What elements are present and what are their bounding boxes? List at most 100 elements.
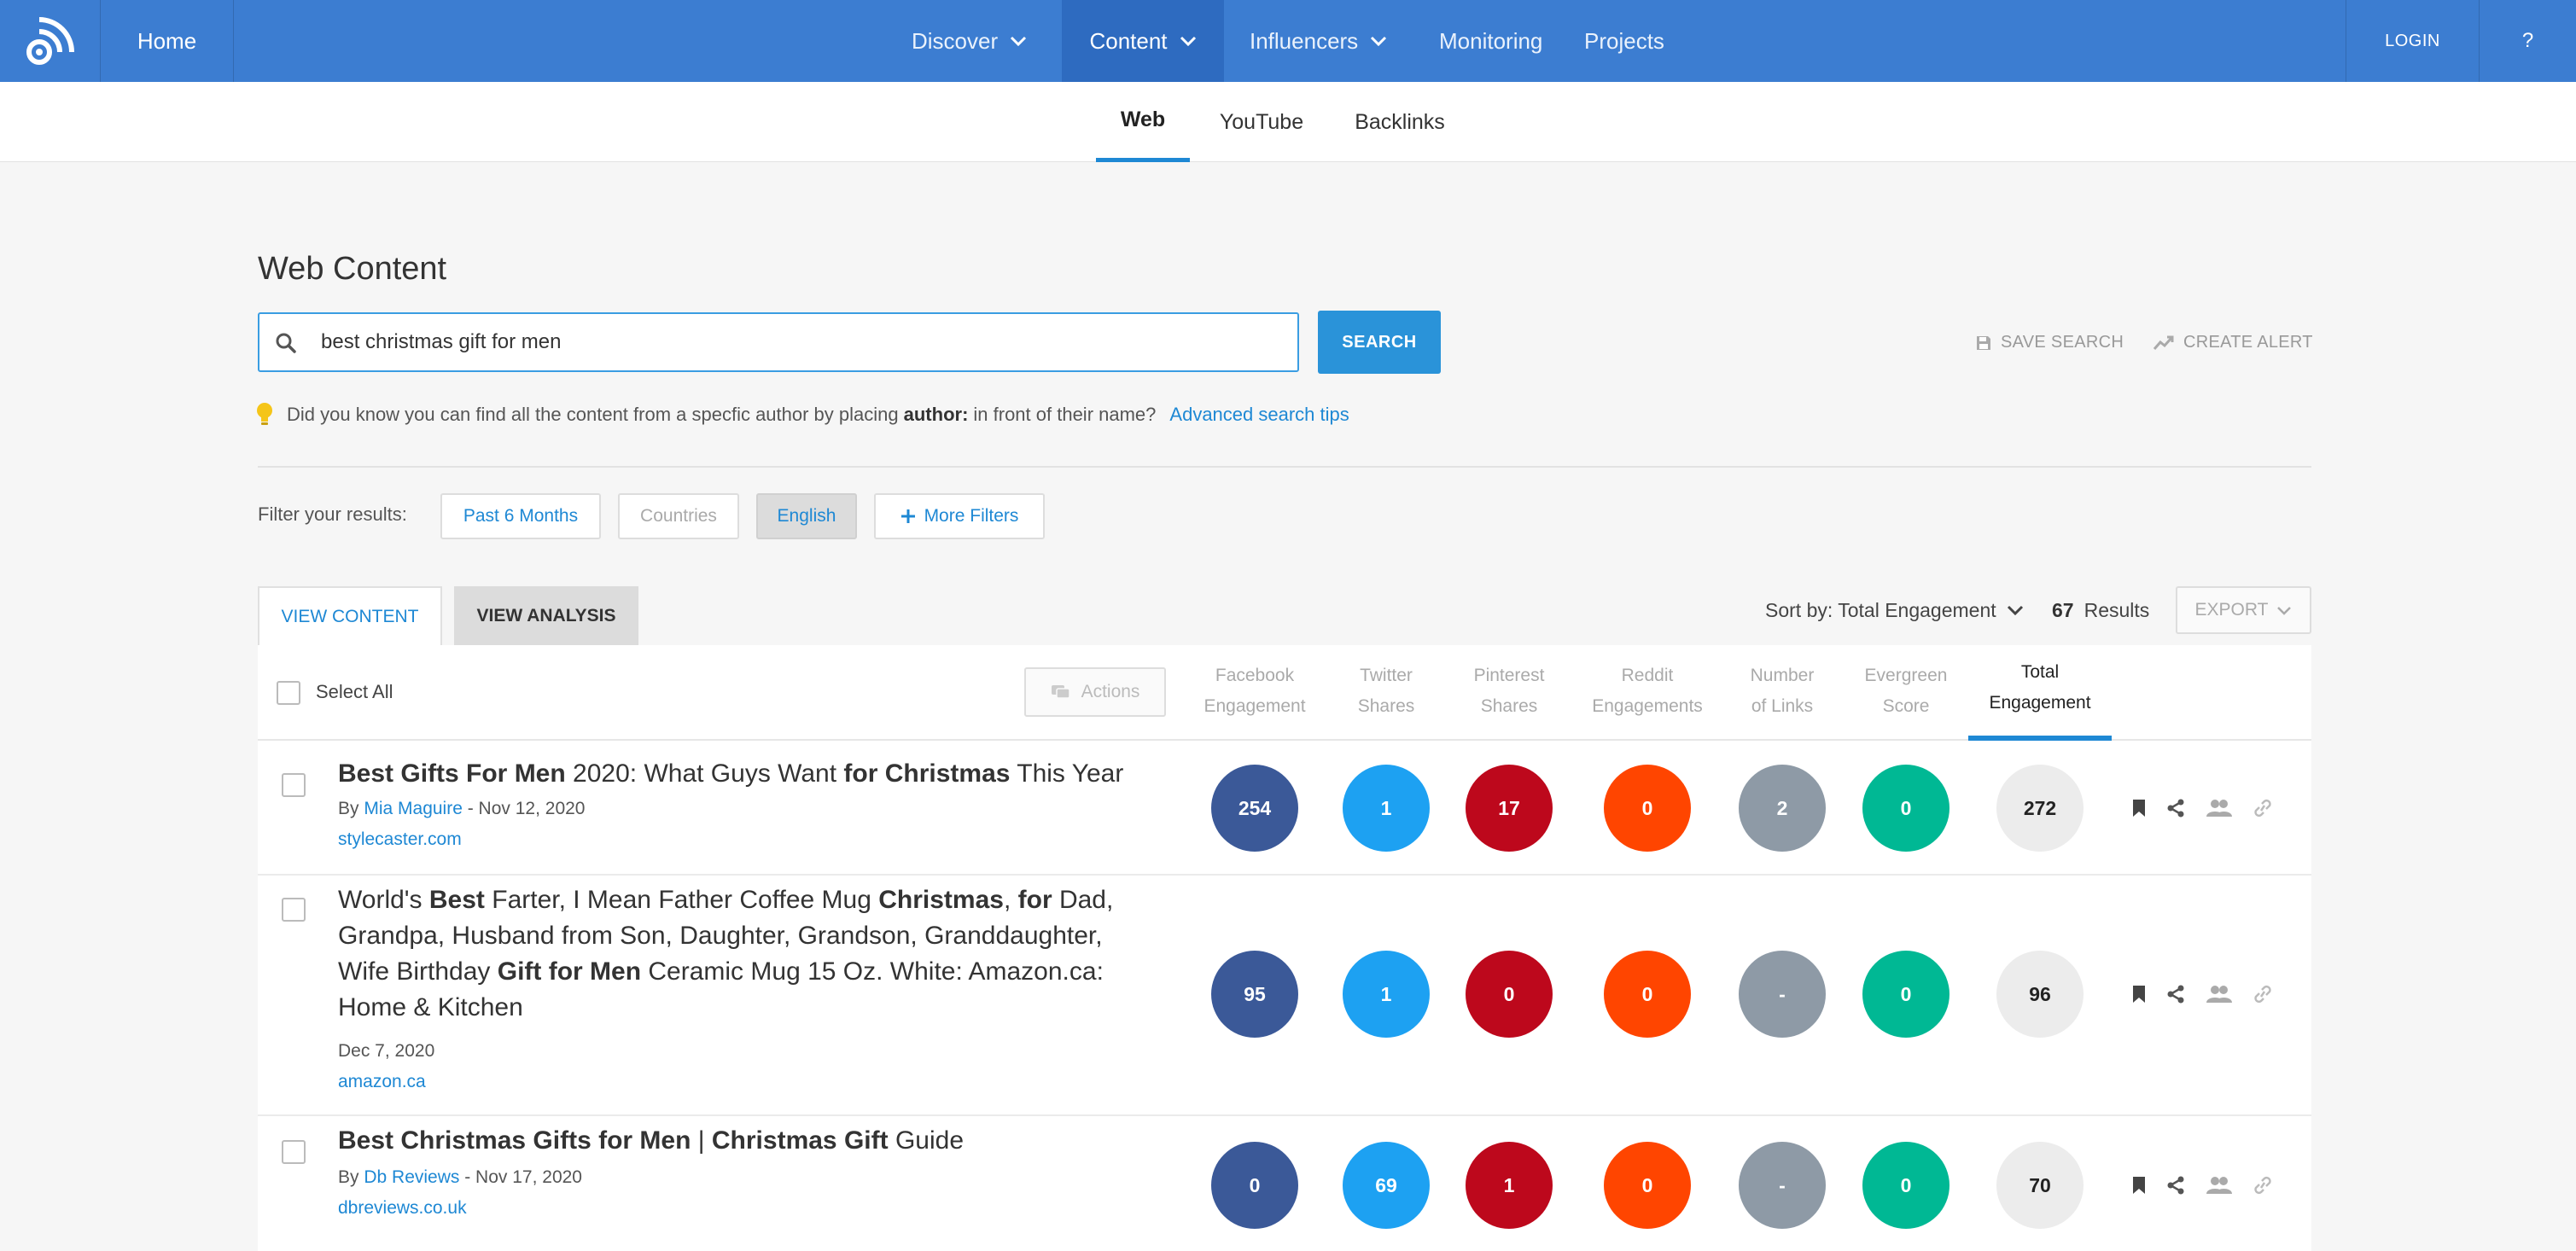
title-part: Guide xyxy=(888,1126,964,1155)
chevron-down-icon xyxy=(1011,36,1027,46)
title-part: | xyxy=(691,1126,712,1155)
row-meta: By Mia Maguire - Nov 12, 2020 xyxy=(338,799,585,819)
filter-english[interactable]: English xyxy=(756,493,857,539)
table-header: Select All Actions Facebook Engagement Tw… xyxy=(258,645,2311,741)
row-title[interactable]: Best Gifts For Men 2020: What Guys Want … xyxy=(338,756,1157,792)
filter-countries[interactable]: Countries xyxy=(618,493,739,539)
tab-view-content[interactable]: VIEW CONTENT xyxy=(258,586,442,646)
twitter-shares-value: 1 xyxy=(1343,951,1430,1038)
nav-discover-label: Discover xyxy=(912,27,999,54)
login-button[interactable]: LOGIN xyxy=(2346,0,2479,82)
number-of-links-value: - xyxy=(1739,951,1826,1038)
facebook-engagement-value: 254 xyxy=(1211,765,1298,852)
export-button[interactable]: EXPORT xyxy=(2176,586,2311,634)
row-checkbox[interactable] xyxy=(282,1140,306,1164)
results-label: Results xyxy=(2084,598,2150,621)
title-part: Best Gifts For Men xyxy=(338,759,566,788)
create-alert-link[interactable]: CREATE ALERT xyxy=(2153,333,2313,352)
number-of-links-value: - xyxy=(1739,1142,1826,1229)
row-domain-link[interactable]: amazon.ca xyxy=(338,1072,426,1091)
col-label-line1: Pinterest xyxy=(1473,666,1545,685)
search-box xyxy=(258,312,1299,372)
link-icon[interactable] xyxy=(2252,1176,2274,1195)
col-label-line2: Engagement xyxy=(1989,693,2091,713)
evergreen-score-value: 0 xyxy=(1862,951,1949,1038)
col-pinterest-shares[interactable]: Pinterest Shares xyxy=(1441,660,1577,722)
nav-home[interactable]: Home xyxy=(101,0,234,82)
title-part: Christmas xyxy=(878,886,1004,914)
title-part: 2020: What Guys Want xyxy=(565,759,844,788)
col-twitter-shares[interactable]: Twitter Shares xyxy=(1318,660,1454,722)
logo-icon xyxy=(26,17,74,65)
chevron-down-icon xyxy=(1371,36,1387,46)
tab-view-analysis[interactable]: VIEW ANALYSIS xyxy=(454,586,638,646)
nav-projects[interactable]: Projects xyxy=(1584,0,1678,82)
total-engagement-value: 96 xyxy=(1996,951,2084,1038)
nav-content[interactable]: Content xyxy=(1062,0,1224,82)
search-input[interactable] xyxy=(321,314,1277,370)
col-label-line2: Score xyxy=(1882,696,1930,716)
row-checkbox[interactable] xyxy=(282,773,306,797)
row-checkbox[interactable] xyxy=(282,898,306,922)
reddit-engagements-value: 0 xyxy=(1604,1142,1691,1229)
col-evergreen-score[interactable]: Evergreen Score xyxy=(1838,660,1974,722)
row-meta: By Db Reviews - Nov 17, 2020 xyxy=(338,1167,582,1188)
bookmark-icon[interactable] xyxy=(2132,985,2146,1004)
logo[interactable] xyxy=(0,0,101,82)
sub-nav: Web YouTube Backlinks xyxy=(0,82,2576,162)
save-search-link[interactable]: SAVE SEARCH xyxy=(1975,333,2124,352)
search-button[interactable]: SEARCH xyxy=(1318,311,1441,374)
col-label-line2: Shares xyxy=(1480,696,1538,716)
row-author-link[interactable]: Mia Maguire xyxy=(364,799,463,818)
advanced-search-tips-link[interactable]: Advanced search tips xyxy=(1169,404,1349,425)
actions-button[interactable]: Actions xyxy=(1024,667,1166,717)
tab-backlinks[interactable]: Backlinks xyxy=(1355,109,1445,134)
col-label-line2: Shares xyxy=(1357,696,1415,716)
table-row: Best Gifts For Men 2020: What Guys Want … xyxy=(258,741,2311,876)
results-number: 67 xyxy=(2052,598,2074,621)
save-search-label: SAVE SEARCH xyxy=(2001,333,2124,352)
link-icon[interactable] xyxy=(2252,985,2274,1004)
reddit-engagements-value: 0 xyxy=(1604,951,1691,1038)
col-total-engagement[interactable]: Total Engagement xyxy=(1972,657,2108,719)
select-all-checkbox[interactable] xyxy=(277,681,300,705)
row-title[interactable]: Best Christmas Gifts for Men | Christmas… xyxy=(338,1123,1157,1159)
share-icon[interactable] xyxy=(2166,1176,2185,1195)
nav-discover[interactable]: Discover xyxy=(912,0,1031,82)
users-icon[interactable] xyxy=(2206,985,2233,1004)
row-by: By xyxy=(338,799,364,818)
title-part: Dad, Grandpa, Husband from Son, Daughter… xyxy=(338,886,1114,986)
tab-youtube[interactable]: YouTube xyxy=(1219,109,1304,134)
row-domain-link[interactable]: stylecaster.com xyxy=(338,829,462,849)
sort-dropdown[interactable]: Sort by: Total Engagement xyxy=(1765,597,2024,623)
more-filters-button[interactable]: More Filters xyxy=(874,493,1045,539)
share-icon[interactable] xyxy=(2166,799,2185,818)
reddit-engagements-value: 0 xyxy=(1604,765,1691,852)
col-facebook-engagement[interactable]: Facebook Engagement xyxy=(1186,660,1323,722)
filter-past-6-months[interactable]: Past 6 Months xyxy=(440,493,601,539)
bookmark-icon[interactable] xyxy=(2132,799,2146,818)
row-author-link[interactable]: Db Reviews xyxy=(364,1167,460,1187)
divider xyxy=(258,466,2311,468)
chevron-down-icon xyxy=(1180,36,1196,46)
tab-web[interactable]: Web xyxy=(1096,82,1190,162)
nav-influencers[interactable]: Influencers xyxy=(1250,0,1395,82)
share-icon[interactable] xyxy=(2166,985,2185,1004)
row-meta: Dec 7, 2020 xyxy=(338,1041,434,1062)
search-icon xyxy=(276,333,296,353)
col-reddit-engagements[interactable]: Reddit Engagements xyxy=(1579,660,1716,722)
help-button[interactable]: ? xyxy=(2479,0,2576,82)
users-icon[interactable] xyxy=(2206,1176,2233,1195)
nav-monitoring[interactable]: Monitoring xyxy=(1439,0,1550,82)
col-label-line1: Reddit xyxy=(1621,666,1674,685)
save-icon xyxy=(1977,335,1990,350)
link-icon[interactable] xyxy=(2252,799,2274,818)
row-title[interactable]: World's Best Farter, I Mean Father Coffe… xyxy=(338,882,1157,1026)
row-domain-link[interactable]: dbreviews.co.uk xyxy=(338,1198,467,1218)
users-icon[interactable] xyxy=(2206,799,2233,818)
total-engagement-value: 272 xyxy=(1996,765,2084,852)
actions-label: Actions xyxy=(1081,682,1140,701)
bookmark-icon[interactable] xyxy=(2132,1176,2146,1195)
col-number-of-links[interactable]: Number of Links xyxy=(1714,660,1850,722)
tip-keyword: author: xyxy=(903,404,969,425)
